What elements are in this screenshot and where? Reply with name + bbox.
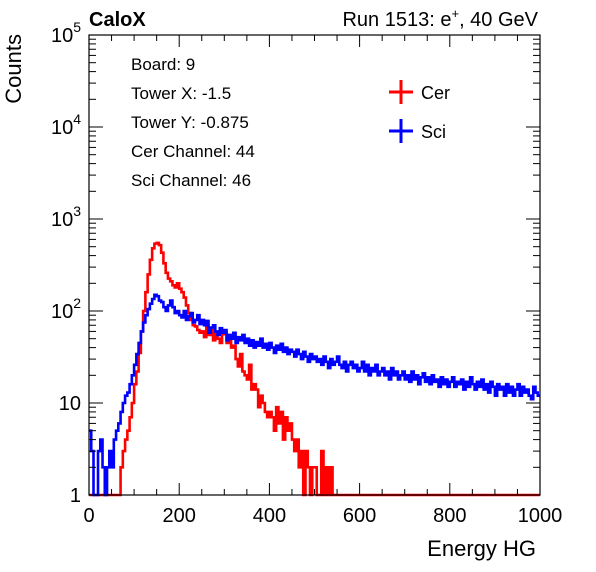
x-tick-label: 0 [83,505,94,527]
plot-area [89,241,540,497]
y-axis-title: Counts [1,34,26,104]
run-label-superscript: + [451,6,459,21]
x-axis-ticks: 0 200 400 600 800 1000 [83,35,562,527]
legend-entry-sci: Sci [389,119,446,143]
run-label-prefix: Run 1513: e [342,9,451,31]
x-tick-label: 1000 [518,505,563,527]
y-tick-label-exponent: 4 [73,111,81,127]
legend: Cer Sci [389,80,450,143]
series-cer-line [89,241,540,497]
y-tick-label-base: 10 [51,117,73,139]
x-tick-label: 800 [433,505,466,527]
legend-cer-label: Cer [421,83,450,103]
info-tower-y: Tower Y: -0.875 [131,113,249,132]
y-tick-label: 1 [70,485,81,507]
series-layer [89,241,540,497]
y-tick-label-exponent: 5 [73,19,81,35]
y-tick-label-base: 10 [51,25,73,47]
y-tick-label: 10 [59,393,81,415]
legend-sci-label: Sci [421,122,446,142]
run-label: Run 1513: e+, 40 GeV [342,6,538,31]
run-label-suffix: , 40 GeV [459,9,539,31]
info-board: Board: 9 [131,55,195,74]
brand-label: CaloX [89,9,146,31]
legend-entry-cer: Cer [389,80,450,104]
info-tower-x: Tower X: -1.5 [131,84,231,103]
series-sci-line [89,293,540,497]
x-tick-label: 400 [253,505,286,527]
x-tick-label: 200 [163,505,196,527]
y-tick-label-exponent: 3 [73,203,81,219]
y-tick-label-base: 1 [70,485,81,507]
y-tick-label-base: 10 [51,301,73,323]
y-tick-label-exponent: 2 [73,295,81,311]
x-axis-title: Energy HG [427,536,536,561]
info-sci-channel: Sci Channel: 46 [131,171,251,190]
y-tick-label: 105 [51,19,81,47]
y-tick-label-base: 10 [59,393,81,415]
info-cer-channel: Cer Channel: 44 [131,142,255,161]
y-tick-label-base: 10 [51,209,73,231]
info-box: Board: 9 Tower X: -1.5 Tower Y: -0.875 C… [131,55,255,190]
y-tick-label: 102 [51,295,81,323]
x-tick-label: 600 [343,505,376,527]
y-tick-label: 104 [51,111,81,139]
y-tick-label: 103 [51,203,81,231]
